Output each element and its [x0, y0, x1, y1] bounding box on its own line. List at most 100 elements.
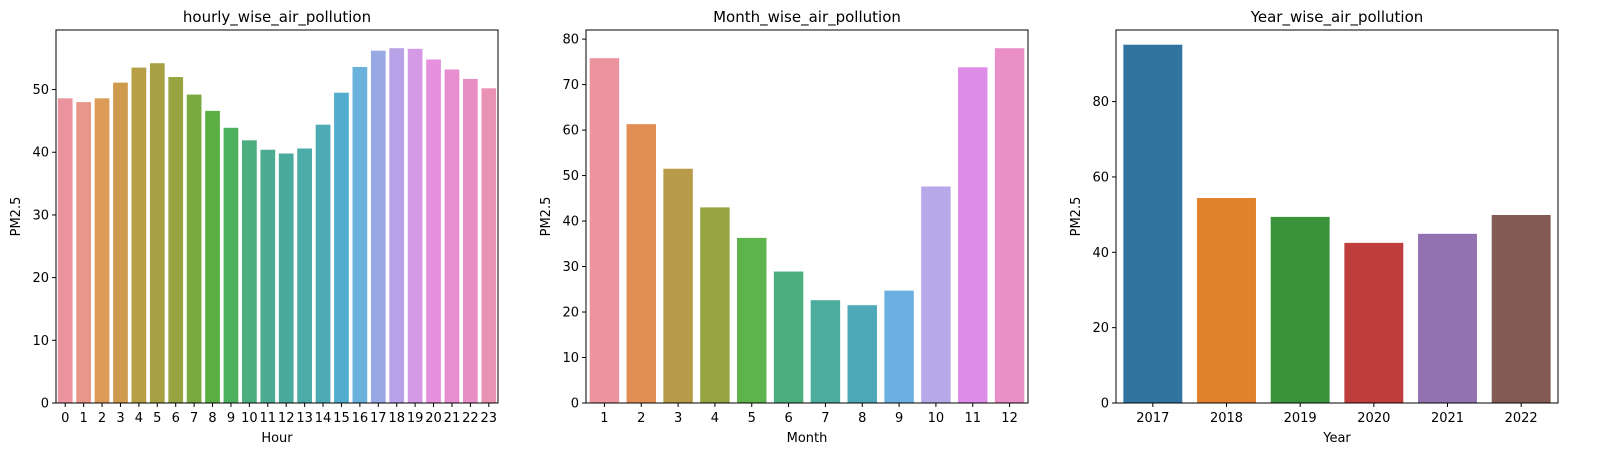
x-tick-label: 19: [407, 411, 424, 426]
bar-5: [149, 63, 165, 403]
x-tick-label: 12: [1001, 411, 1018, 426]
bar-1: [589, 58, 620, 403]
x-tick-label: 11: [260, 411, 277, 426]
bar-16: [352, 66, 368, 403]
y-tick-label: 30: [32, 208, 49, 223]
bar-6: [168, 77, 184, 403]
x-tick-label: 23: [481, 411, 498, 426]
y-tick-label: 80: [562, 33, 579, 48]
x-tick-label: 4: [135, 411, 143, 426]
x-tick-label: 5: [748, 411, 756, 426]
x-tick-label: 7: [821, 411, 829, 426]
x-tick-label: 1: [600, 411, 608, 426]
plot-frame: [55, 29, 499, 404]
x-tick-label: 2: [98, 411, 106, 426]
x-tick-label: 12: [278, 411, 295, 426]
bar-1: [76, 102, 91, 403]
x-tick-label: 20: [425, 411, 442, 426]
x-tick-label: 2022: [1505, 411, 1538, 426]
y-tick-label: 70: [562, 78, 579, 93]
y-tick-label: 60: [562, 124, 579, 139]
x-tick-label: 6: [784, 411, 792, 426]
y-tick-label: 60: [1092, 170, 1109, 185]
y-tick-label: 0: [571, 397, 579, 412]
x-tick-label: 2020: [1357, 411, 1390, 426]
x-tick-label: 2021: [1431, 411, 1464, 426]
bar-4: [131, 67, 147, 403]
x-tick-label: 13: [296, 411, 313, 426]
bar-3: [663, 168, 693, 403]
y-tick-label: 20: [32, 271, 49, 286]
x-tick-label: 14: [315, 411, 332, 426]
chart-title: Year_wise_air_pollution: [1250, 8, 1424, 27]
bar-4: [700, 207, 730, 403]
x-tick-label: 16: [352, 411, 369, 426]
bar-12: [994, 48, 1025, 403]
bar-8: [205, 110, 220, 404]
y-axis-label: PM2.5: [9, 197, 24, 237]
bar-5: [737, 237, 767, 403]
y-tick-label: 40: [562, 215, 579, 230]
y-axis-label: PM2.5: [539, 197, 554, 237]
x-tick-label: 2019: [1284, 411, 1317, 426]
bar-2017: [1123, 44, 1183, 403]
bar-19: [407, 48, 423, 403]
x-axis-label: Month: [787, 431, 828, 446]
bar-7: [186, 94, 202, 403]
x-tick-label: 10: [241, 411, 258, 426]
bar-15: [334, 92, 349, 403]
x-tick-label: 9: [895, 411, 903, 426]
bar-2: [94, 98, 110, 404]
bar-14: [315, 124, 331, 403]
y-tick-label: 10: [32, 334, 49, 349]
bar-23: [481, 88, 497, 403]
bar-11: [260, 149, 276, 403]
bar-20: [426, 59, 441, 403]
chart-title: hourly_wise_air_pollution: [183, 8, 371, 27]
bar-3: [113, 82, 128, 404]
x-tick-label: 2017: [1136, 411, 1169, 426]
y-tick-label: 40: [32, 146, 49, 161]
x-tick-label: 0: [61, 411, 69, 426]
y-tick-label: 30: [562, 260, 579, 275]
y-tick-label: 0: [1101, 397, 1109, 412]
x-tick-label: 21: [444, 411, 461, 426]
x-tick-label: 10: [928, 411, 945, 426]
bar-2021: [1418, 233, 1477, 403]
x-tick-label: 8: [858, 411, 866, 426]
x-axis-label: Hour: [261, 431, 293, 446]
bar-2020: [1344, 242, 1404, 403]
y-tick-label: 0: [41, 397, 49, 412]
x-tick-label: 18: [388, 411, 405, 426]
bar-21: [444, 69, 460, 404]
x-tick-label: 9: [227, 411, 235, 426]
x-axis-label: Year: [1322, 431, 1351, 446]
x-tick-label: 15: [333, 411, 350, 426]
plot-frame: [1115, 29, 1559, 404]
x-tick-label: 2: [637, 411, 645, 426]
x-tick-label: 8: [208, 411, 216, 426]
bar-2018: [1197, 198, 1256, 403]
y-axis-label: PM2.5: [1069, 197, 1084, 237]
x-tick-label: 7: [190, 411, 198, 426]
x-tick-label: 3: [116, 411, 124, 426]
bar-11: [958, 67, 988, 404]
bar-18: [389, 48, 405, 403]
bar-2019: [1270, 216, 1330, 403]
x-tick-label: 4: [711, 411, 719, 426]
chart-title: Month_wise_air_pollution: [713, 8, 901, 27]
y-tick-label: 50: [32, 83, 49, 98]
x-tick-label: 5: [153, 411, 161, 426]
bar-13: [297, 148, 312, 403]
bar-10: [242, 140, 257, 404]
bar-10: [921, 186, 951, 403]
x-tick-label: 17: [370, 411, 387, 426]
y-tick-label: 40: [1092, 246, 1109, 261]
bar-6: [773, 271, 804, 403]
bar-17: [370, 50, 386, 404]
bar-7: [810, 300, 841, 403]
y-tick-label: 10: [562, 351, 579, 366]
